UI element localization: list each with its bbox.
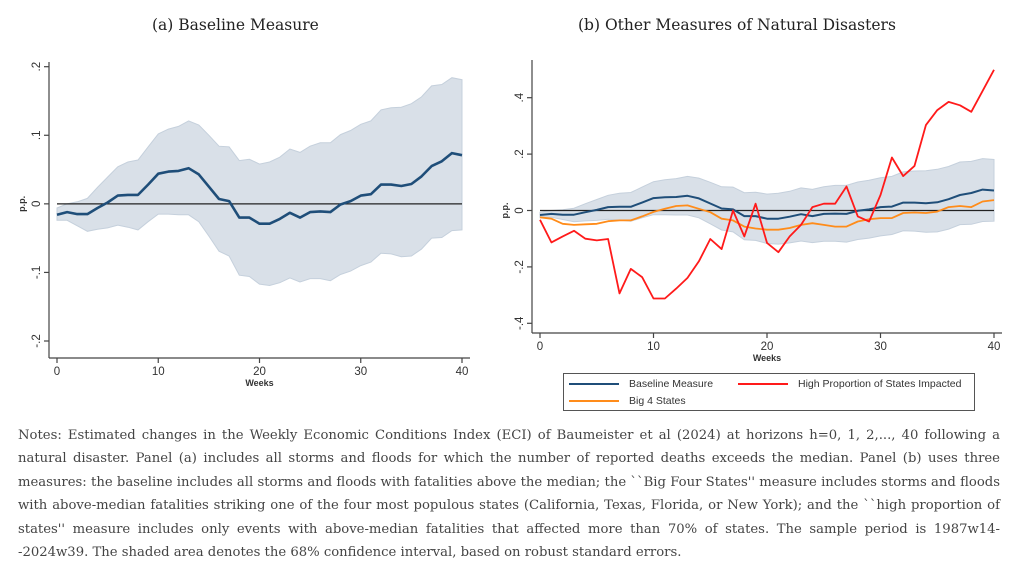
legend-label-baseline: Baseline Measure bbox=[629, 378, 714, 390]
x-tick-label: 20 bbox=[253, 366, 266, 378]
figure-notes: Notes: Estimated changes in the Weekly E… bbox=[18, 428, 1000, 561]
panel-a-baseline-line bbox=[56, 151, 463, 225]
y-tick-label: -.2 bbox=[514, 260, 526, 273]
panel-a-x-axis-title: Weeks bbox=[245, 378, 273, 388]
y-tick-label: .4 bbox=[514, 92, 526, 102]
legend-swatch-high-proportion bbox=[738, 383, 788, 385]
panel-b-confidence-band bbox=[539, 158, 995, 245]
y-tick-label: .2 bbox=[514, 149, 526, 159]
x-tick-label: 30 bbox=[354, 366, 367, 378]
legend-label-big4: Big 4 States bbox=[629, 395, 686, 407]
x-tick-label: 0 bbox=[537, 341, 543, 353]
x-tick-label: 40 bbox=[988, 341, 1001, 353]
legend-swatch-baseline bbox=[569, 383, 619, 385]
panel-b-baseline-line bbox=[539, 188, 995, 220]
y-tick-label: 0 bbox=[514, 207, 526, 213]
panel-b-high-proportion-line bbox=[539, 69, 995, 300]
panel-b-y-axis-title: p.p. bbox=[500, 203, 510, 219]
panel-a-confidence-band bbox=[56, 77, 463, 287]
y-tick-label: 0 bbox=[31, 201, 43, 207]
panel-a-y-axis-title: p.p. bbox=[17, 196, 27, 212]
panel-b-title: (b) Other Measures of Natural Disasters bbox=[578, 16, 896, 34]
charts-canvas: -.2 -.1 0 .1 .2 0 10 20 30 40 p.p. Weeks -.4 -.2 0… bbox=[17, 60, 1002, 388]
x-tick-label: 40 bbox=[456, 366, 469, 378]
legend-label-high-proportion: High Proportion of States Impacted bbox=[798, 378, 962, 390]
x-tick-label: 10 bbox=[647, 341, 660, 353]
panel-b-x-axis-title: Weeks bbox=[753, 353, 781, 363]
panel-b-big4-line bbox=[539, 199, 995, 231]
panel-b: -.4 -.2 0 .2 .4 0 10 20 30 40 p.p. Weeks bbox=[500, 60, 1002, 363]
y-tick-label: -.1 bbox=[31, 266, 43, 279]
legend-item-baseline: Baseline Measure bbox=[569, 378, 713, 390]
x-tick-label: 20 bbox=[761, 341, 774, 353]
y-tick-label: -.2 bbox=[31, 334, 43, 347]
y-tick-label: .1 bbox=[31, 130, 43, 140]
panel-b-legend: Baseline Measure High Proportion of Stat… bbox=[563, 373, 975, 411]
x-tick-label: 30 bbox=[874, 341, 887, 353]
legend-item-high-proportion: High Proportion of States Impacted bbox=[738, 378, 961, 390]
y-tick-label: .2 bbox=[31, 62, 43, 72]
y-tick-label: -.4 bbox=[514, 316, 526, 330]
panel-a-title: (a) Baseline Measure bbox=[152, 16, 319, 34]
legend-item-big4: Big 4 States bbox=[569, 395, 686, 407]
panel-a: -.2 -.1 0 .1 .2 0 10 20 30 40 p.p. Weeks bbox=[17, 62, 470, 388]
x-tick-label: 0 bbox=[54, 366, 60, 378]
x-tick-label: 10 bbox=[152, 366, 165, 378]
legend-swatch-big4 bbox=[569, 400, 619, 402]
